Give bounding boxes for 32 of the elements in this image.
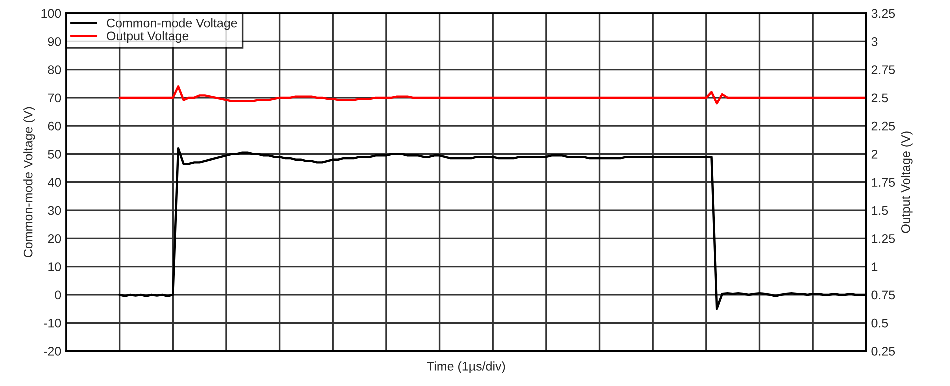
y2-tick-label: 2.75 [872,66,896,74]
y2-tick-label: 2.25 [872,122,896,131]
y2-tick-label: 1.75 [872,178,896,188]
y2-tick-label: 1 [872,262,878,272]
y2-tick-label: 1.25 [872,234,896,244]
legend-label: Common-mode Voltage [107,18,238,30]
y-tick-label: 40 [48,178,62,188]
y2-tick-label: 2.5 [872,94,888,103]
line-series [118,86,866,105]
y2-tick-label: 3.25 [872,9,896,18]
y-tick-label: 30 [48,206,62,216]
y-tick-label: 70 [48,94,62,103]
y2-axis-title: Output Voltage (V) [901,132,913,234]
y-tick-label: 20 [48,234,62,244]
y-tick-label: -10 [44,318,62,328]
y-tick-label: 80 [48,66,62,74]
y-axis-title: Common-mode Voltage (V) [24,107,36,258]
y2-tick-label: 2 [872,150,878,159]
y-tick-label: 50 [48,150,62,159]
y-tick-label: 0 [55,290,62,300]
y-tick-label: 60 [48,122,62,131]
y-tick-label: 90 [48,37,62,46]
y2-tick-label: 1.5 [872,206,888,216]
y-tick-label: 10 [48,262,62,272]
y-tick-label: 100 [42,9,62,18]
y2-tick-label: 0.75 [872,290,896,300]
y2-tick-label: 0.25 [872,347,896,356]
y2-tick-label: 3 [872,37,878,46]
y2-tick-label: 0.5 [872,318,888,328]
legend-label: Output Voltage [107,31,189,44]
y-tick-label: -20 [44,347,62,356]
x-axis-title: Time (1µs/div) [427,362,506,374]
